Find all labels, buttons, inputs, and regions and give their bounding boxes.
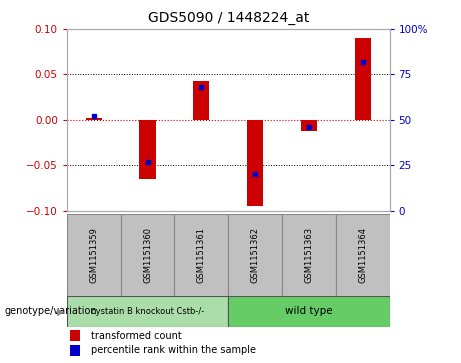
Bar (355, 38, 371, 120)
Text: GSM1151362: GSM1151362 (251, 227, 260, 283)
FancyBboxPatch shape (67, 214, 121, 296)
Text: transformed count: transformed count (91, 331, 182, 340)
Text: cystatin B knockout Cstb-/-: cystatin B knockout Cstb-/- (91, 307, 204, 316)
FancyBboxPatch shape (228, 214, 282, 296)
FancyBboxPatch shape (282, 214, 336, 296)
Bar (70, 330, 80, 341)
Text: GSM1151359: GSM1151359 (89, 227, 98, 283)
Text: percentile rank within the sample: percentile rank within the sample (91, 345, 256, 355)
Text: GSM1151360: GSM1151360 (143, 227, 152, 283)
Text: GSM1151364: GSM1151364 (358, 227, 367, 283)
Bar (301, 120, 317, 131)
Text: ▶: ▶ (57, 306, 65, 316)
Bar (193, 81, 209, 120)
Text: genotype/variation: genotype/variation (5, 306, 97, 316)
FancyBboxPatch shape (336, 214, 390, 296)
Text: GSM1151361: GSM1151361 (197, 227, 206, 283)
Bar (70, 345, 80, 356)
FancyBboxPatch shape (174, 214, 228, 296)
Title: GDS5090 / 1448224_at: GDS5090 / 1448224_at (148, 11, 309, 25)
Bar (247, 120, 263, 206)
Text: wild type: wild type (285, 306, 333, 316)
FancyBboxPatch shape (121, 214, 174, 296)
Bar (139, 120, 155, 179)
Bar (86, 118, 102, 120)
Text: GSM1151363: GSM1151363 (304, 227, 313, 283)
FancyBboxPatch shape (67, 296, 228, 327)
FancyBboxPatch shape (228, 296, 390, 327)
